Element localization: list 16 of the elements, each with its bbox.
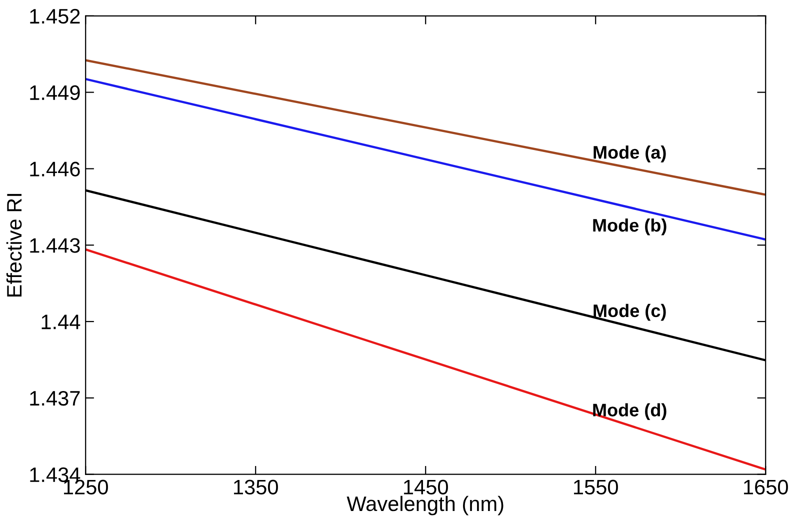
x-tick-label: 1450 bbox=[404, 480, 448, 495]
series-label: Mode (c) bbox=[594, 304, 666, 321]
y-tick-label: 1.437 bbox=[30, 390, 80, 406]
x-tick-label: 1350 bbox=[234, 480, 278, 495]
x-axis-title: Wavelength (nm) bbox=[346, 496, 504, 516]
y-tick-label: 1.449 bbox=[30, 85, 80, 100]
y-tick-label: 1.446 bbox=[30, 162, 80, 176]
series-label: Mode (d) bbox=[593, 403, 666, 420]
y-tick-label: 1.44 bbox=[42, 314, 80, 330]
series-label: Mode (a) bbox=[594, 145, 666, 162]
series-label: Mode (b) bbox=[593, 218, 666, 236]
x-tick-label: 1650 bbox=[744, 480, 788, 495]
x-tick-label: 1550 bbox=[574, 480, 618, 495]
y-axis-title: Effective RI bbox=[6, 194, 22, 296]
y-tick-label: 1.443 bbox=[30, 238, 80, 253]
y-tick-label: 1.452 bbox=[30, 8, 80, 24]
